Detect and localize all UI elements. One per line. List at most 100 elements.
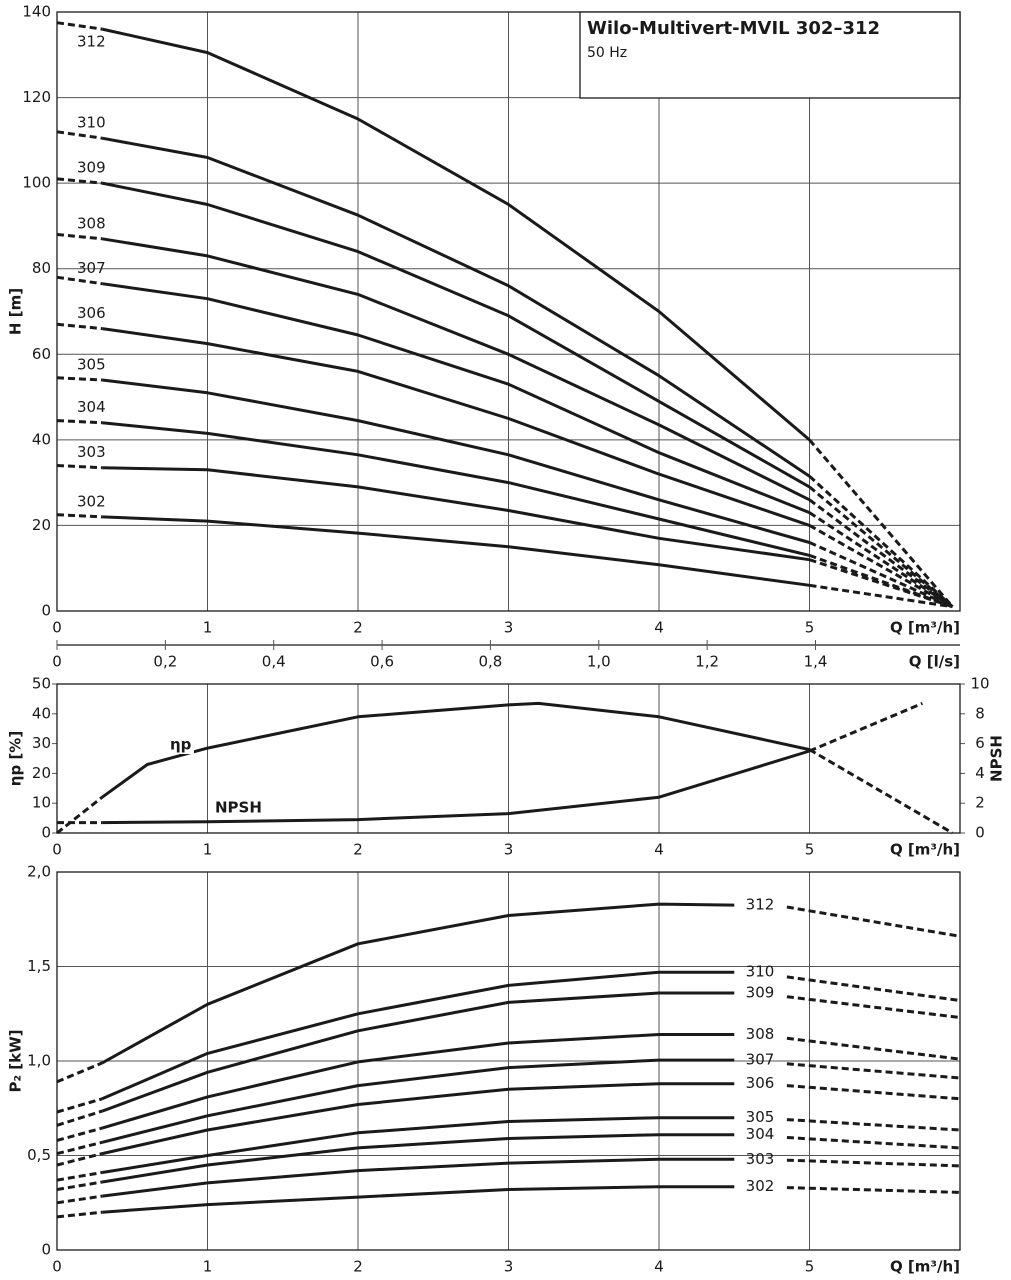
x2-axis-label: Q [l/s] <box>909 653 960 671</box>
y-tick-label: 80 <box>32 259 51 277</box>
curve <box>56 322 103 331</box>
curve <box>101 181 811 489</box>
curve-label: 305 <box>77 355 106 373</box>
curve-label: 303 <box>746 1150 775 1168</box>
y-axis-label: ηp [%] <box>7 731 25 786</box>
x-tick-label: 4 <box>654 619 664 637</box>
x-tick-label: 4 <box>654 841 664 859</box>
curve <box>56 275 103 286</box>
x2-tick-label: 1,2 <box>695 653 719 671</box>
y2-tick-label: 6 <box>975 734 985 752</box>
curve <box>808 498 954 608</box>
curve <box>786 905 961 938</box>
x-tick-label: 1 <box>203 841 213 859</box>
x-axis-label: Q [m³/h] <box>890 841 960 859</box>
curve <box>786 1158 961 1168</box>
x-tick-label: 2 <box>353 619 363 637</box>
x-tick-label: 0 <box>52 841 62 859</box>
curve <box>808 524 954 609</box>
curve <box>102 1185 735 1214</box>
curve-label: 308 <box>77 214 106 232</box>
curve-label: 308 <box>746 1025 775 1043</box>
curve-label: ηp <box>170 736 192 754</box>
curve <box>56 1180 103 1191</box>
x-tick-label: 5 <box>805 841 815 859</box>
curve <box>56 130 103 140</box>
y-tick-label: 10 <box>32 794 51 812</box>
x-tick-label: 4 <box>654 1258 664 1276</box>
curve-label: 304 <box>746 1125 775 1143</box>
curve <box>101 327 810 527</box>
x2-tick-label: 0,8 <box>479 653 503 671</box>
curve-label: 307 <box>746 1051 775 1069</box>
y-tick-label: 20 <box>32 516 51 534</box>
curve <box>56 513 103 519</box>
curve <box>56 1097 103 1114</box>
curve <box>808 511 954 608</box>
chart-subtitle: 50 Hz <box>587 45 627 61</box>
curve <box>101 970 735 1101</box>
curve <box>809 583 953 609</box>
y-axis-label: H [m] <box>7 288 25 335</box>
x-tick-label: 1 <box>203 1258 213 1276</box>
y-tick-label: 2,0 <box>27 863 51 881</box>
curve <box>56 1194 103 1205</box>
curve <box>786 1062 961 1080</box>
curve <box>786 1186 961 1194</box>
curve-label: 305 <box>746 1108 775 1126</box>
plot-frame <box>56 11 961 612</box>
x-tick-label: 2 <box>353 841 363 859</box>
x2-tick-label: 0,4 <box>262 653 286 671</box>
y-tick-label: 100 <box>22 174 51 192</box>
curve <box>808 485 954 608</box>
curve <box>786 995 961 1019</box>
curve <box>56 1140 103 1156</box>
x2-tick-label: 0 <box>52 653 62 671</box>
y-tick-label: 1,0 <box>27 1052 51 1070</box>
x-tick-label: 5 <box>805 619 815 637</box>
curve-label: 312 <box>746 896 775 914</box>
curve <box>101 1033 735 1130</box>
curve <box>56 464 103 470</box>
curve <box>56 1109 103 1127</box>
x2-tick-label: 0,2 <box>153 653 177 671</box>
y-tick-label: 30 <box>32 734 51 752</box>
y-tick-label: 60 <box>32 345 51 363</box>
curve <box>101 701 810 799</box>
curve <box>102 378 810 544</box>
y2-axis-label: NPSH <box>988 735 1006 782</box>
curve <box>101 27 811 442</box>
curve <box>102 749 810 825</box>
y2-tick-label: 10 <box>970 675 989 693</box>
curve-label: 309 <box>746 983 775 1001</box>
curve <box>101 282 811 514</box>
y-tick-label: 40 <box>32 704 51 722</box>
y-tick-label: 0,5 <box>27 1146 51 1164</box>
y2-tick-label: 8 <box>975 704 985 722</box>
curve <box>808 702 923 753</box>
curve <box>101 1058 735 1144</box>
y-axis-label: P₂ [kW] <box>7 1029 25 1092</box>
curve-label: 306 <box>746 1074 775 1092</box>
title-box <box>579 11 961 99</box>
curve <box>56 1061 103 1084</box>
curve <box>102 515 810 587</box>
curve <box>101 1082 735 1156</box>
label-bg <box>213 799 257 817</box>
curve <box>786 1136 961 1150</box>
y-tick-label: 120 <box>22 88 51 106</box>
x2-tick-label: 0,6 <box>370 653 394 671</box>
curve <box>56 1152 103 1167</box>
curve <box>786 1084 961 1101</box>
curve-label: NPSH <box>215 799 262 817</box>
y-tick-label: 50 <box>32 675 51 693</box>
curve-label: 312 <box>77 33 106 51</box>
curve <box>102 1157 735 1198</box>
x-tick-label: 2 <box>353 1258 363 1276</box>
curve <box>786 1118 961 1132</box>
y2-tick-label: 2 <box>975 794 985 812</box>
curve <box>102 466 810 562</box>
curve-label: 306 <box>77 304 106 322</box>
curve-label: 302 <box>746 1177 775 1195</box>
curve <box>101 136 811 478</box>
